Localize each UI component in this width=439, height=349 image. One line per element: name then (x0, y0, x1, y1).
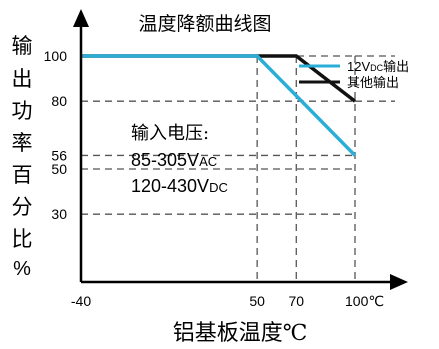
labels: 温度降额曲线图 铝基板温度℃ (138, 13, 307, 346)
x-tick-label: -40 (71, 293, 91, 309)
grid-lines (81, 55, 395, 282)
legend-label-0-suffix: 输出 (383, 59, 409, 74)
x-tick-label: 100℃ (345, 293, 384, 309)
annotation-line-0-base: 85-305V (131, 150, 199, 170)
x-axis-arrow-icon (390, 274, 408, 290)
y-axis-label-char: 比 (12, 227, 33, 251)
annotation-line-1-subscript: DC (209, 180, 228, 195)
y-tick-label: 100 (44, 48, 68, 64)
annotation-line-1: 120-430VDC (131, 176, 228, 196)
series-line-0 (81, 54, 357, 157)
axes (73, 9, 408, 290)
y-axis-label-char: 出 (12, 67, 33, 91)
chart-title: 温度降额曲线图 (138, 13, 271, 35)
y-tick-label: 56 (51, 147, 67, 163)
legend-label-1-base: 其他输出 (347, 75, 399, 90)
x-axis-label: 铝基板温度℃ (173, 321, 308, 346)
y-axis-label-char: % (13, 258, 31, 280)
y-axis-label-char: 功 (12, 99, 33, 123)
legend-label-0-base: 12V (347, 59, 370, 74)
x-tick-label: 70 (288, 293, 304, 309)
series-line-1 (81, 54, 357, 103)
annotation-line-0-subscript: AC (199, 154, 217, 169)
legend-label-1: 其他输出 (347, 75, 399, 90)
x-tick-label: 50 (249, 293, 265, 309)
y-axis-label-char: 百 (12, 163, 33, 187)
legend-label-0: 12VDC输出 (347, 59, 409, 74)
annotation-line-1-base: 120-430V (131, 176, 209, 196)
y-axis-label-char: 率 (12, 131, 33, 155)
y-tick-label: 80 (51, 93, 67, 109)
y-tick-label: 30 (51, 206, 67, 222)
input-voltage-annotation: 输入电压: 85-305VAC 120-430VDC (131, 123, 228, 196)
y-tick-label: 50 (51, 161, 67, 177)
annotation-line-0: 85-305VAC (131, 150, 217, 170)
y-axis-label-char: 输 (12, 34, 33, 58)
annotation-heading: 输入电压: (131, 123, 209, 144)
legend-label-0-subscript: DC (370, 63, 383, 73)
y-axis-label-char: 分 (12, 195, 33, 219)
series-lines (81, 54, 357, 157)
y-axis-arrow-icon (73, 9, 89, 27)
